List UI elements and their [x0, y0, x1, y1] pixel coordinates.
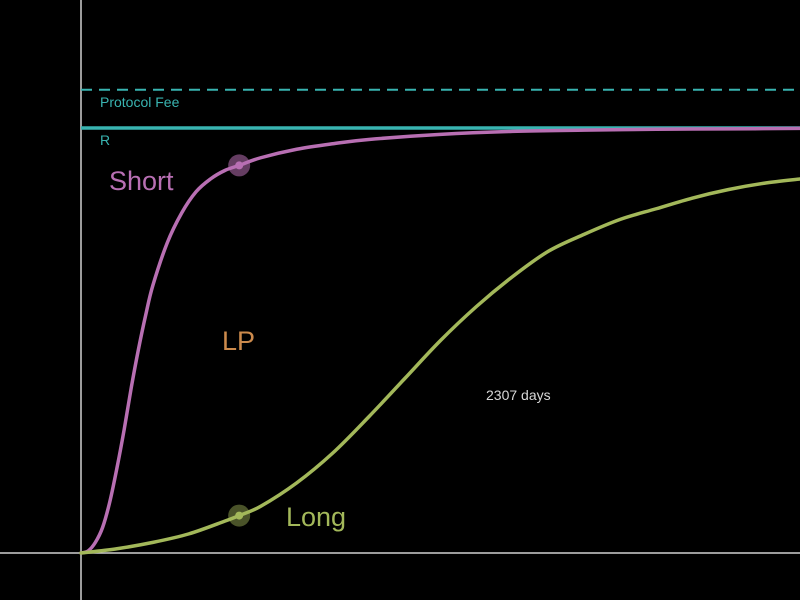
short-marker-point: [235, 161, 244, 170]
markers: [228, 154, 251, 527]
reference-lines: [81, 88, 800, 130]
series: [79, 126, 800, 555]
long-series-label: Long: [286, 502, 346, 532]
protocol-fee-label: Protocol Fee: [100, 94, 180, 110]
r-label: R: [100, 132, 110, 148]
long-series-line: [79, 177, 800, 555]
long-marker-point: [235, 511, 244, 520]
short-series-line: [79, 126, 800, 555]
lp-region-label: LP: [222, 326, 255, 356]
short-series-label: Short: [109, 166, 174, 196]
labels: Protocol Fee R Short LP Long 2307 days: [100, 94, 551, 532]
days-annotation: 2307 days: [486, 387, 551, 403]
